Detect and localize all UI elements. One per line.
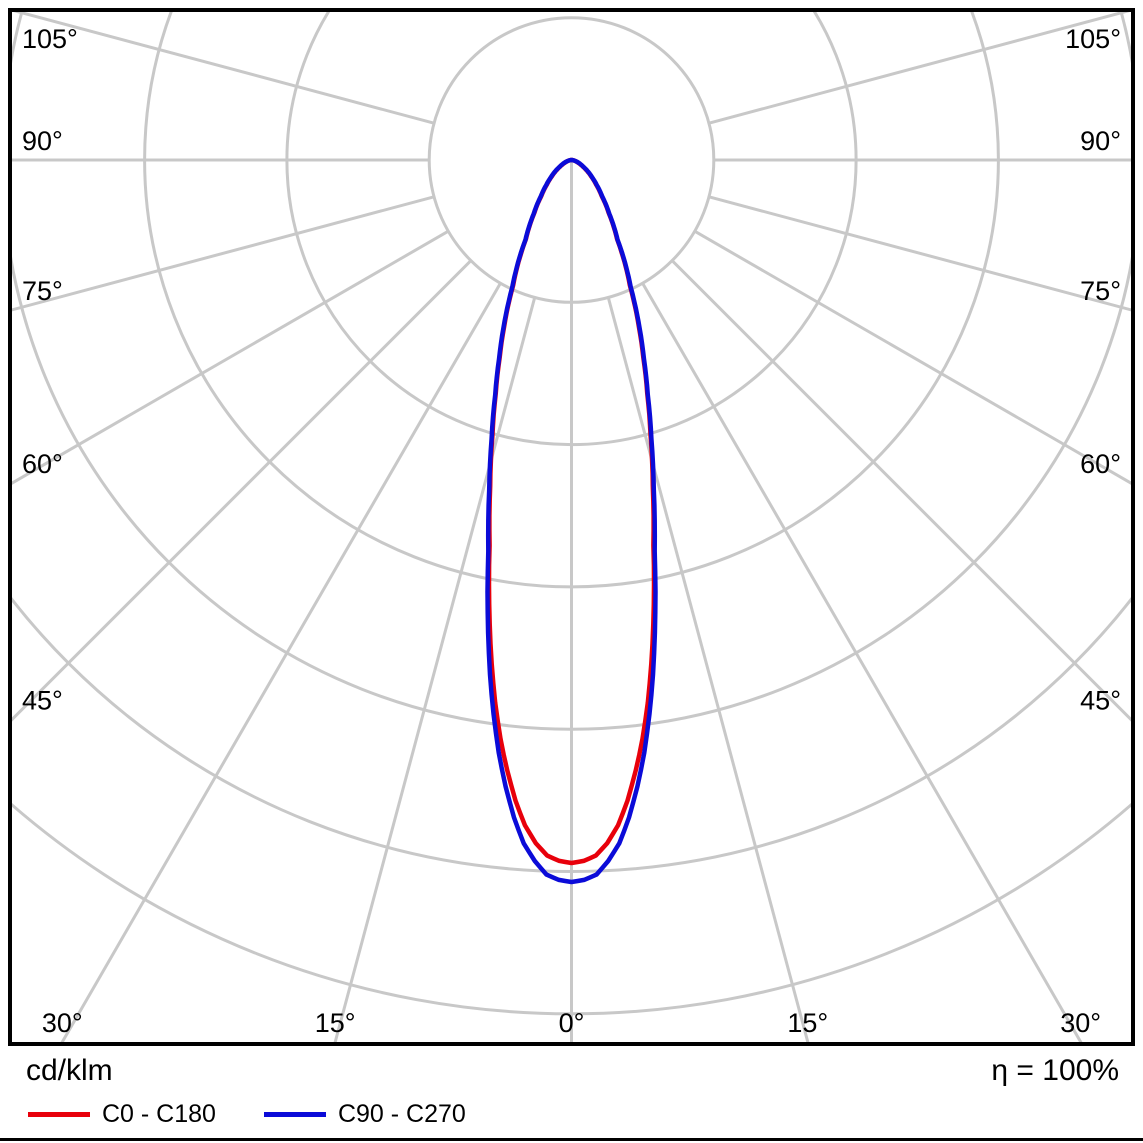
angle-label: 60° <box>22 449 63 479</box>
polar-grid-line <box>708 195 1131 312</box>
polar-grid-line <box>641 282 1083 1042</box>
chart-footer: cd/klm η = 100% <box>0 1054 1143 1094</box>
polar-grid-line <box>693 229 1131 485</box>
angle-label: 60° <box>1080 449 1121 479</box>
angle-label: 105° <box>22 24 78 54</box>
angle-label: 0° <box>559 1008 585 1038</box>
angle-label: 75° <box>1080 276 1121 306</box>
polar-grid-line <box>12 195 435 312</box>
angle-label: 105° <box>1065 24 1121 54</box>
polar-grid-line <box>671 259 1131 722</box>
polar-grid-line <box>12 259 472 722</box>
angle-label: 45° <box>22 686 63 716</box>
angle-label: 45° <box>1080 686 1121 716</box>
angle-label: 90° <box>22 126 63 156</box>
legend-label-c0-c180: C0 - C180 <box>102 1100 216 1128</box>
polar-grid <box>12 12 1131 1042</box>
angle-label: 75° <box>22 276 63 306</box>
angle-label: 30° <box>42 1008 83 1038</box>
c90-c270-curve <box>485 157 658 885</box>
angle-label: 15° <box>315 1008 356 1038</box>
polar-grid-line <box>60 282 502 1042</box>
efficiency-label: η = 100% <box>991 1054 1119 1087</box>
angle-label: 90° <box>1080 126 1121 156</box>
polar-grid-line <box>13 12 435 125</box>
angle-label: 30° <box>1060 1008 1101 1038</box>
polar-grid-line <box>708 12 1130 125</box>
polar-chart: 0° 15° 15° 30° 30° 45° 45° 60° 60° 75° 75° 90° 90° 10… <box>12 12 1131 1042</box>
c90-c270-line-swatch <box>263 1112 326 1117</box>
polar-grid-line <box>333 297 537 1042</box>
polar-grid-line <box>12 229 450 485</box>
legend-label-c90-c270: C90 - C270 <box>337 1100 466 1128</box>
angle-labels: 0° 15° 15° 30° 30° 45° 45° 60° 60° 75° 75° 90° 90° 10… <box>22 24 1121 1038</box>
legend: C0 - C180 C90 - C270 <box>28 1100 466 1129</box>
angle-label: 15° <box>787 1008 828 1038</box>
polar-grid-line <box>606 297 810 1042</box>
legend-item-c0-c180: C0 - C180 <box>28 1100 216 1129</box>
bottom-divider <box>0 1138 1143 1141</box>
legend-item-c90-c270: C90 - C270 <box>263 1100 466 1129</box>
c0-c180-line-swatch <box>28 1112 90 1117</box>
unit-label: cd/klm <box>26 1054 113 1087</box>
intensity-curves <box>485 157 658 885</box>
